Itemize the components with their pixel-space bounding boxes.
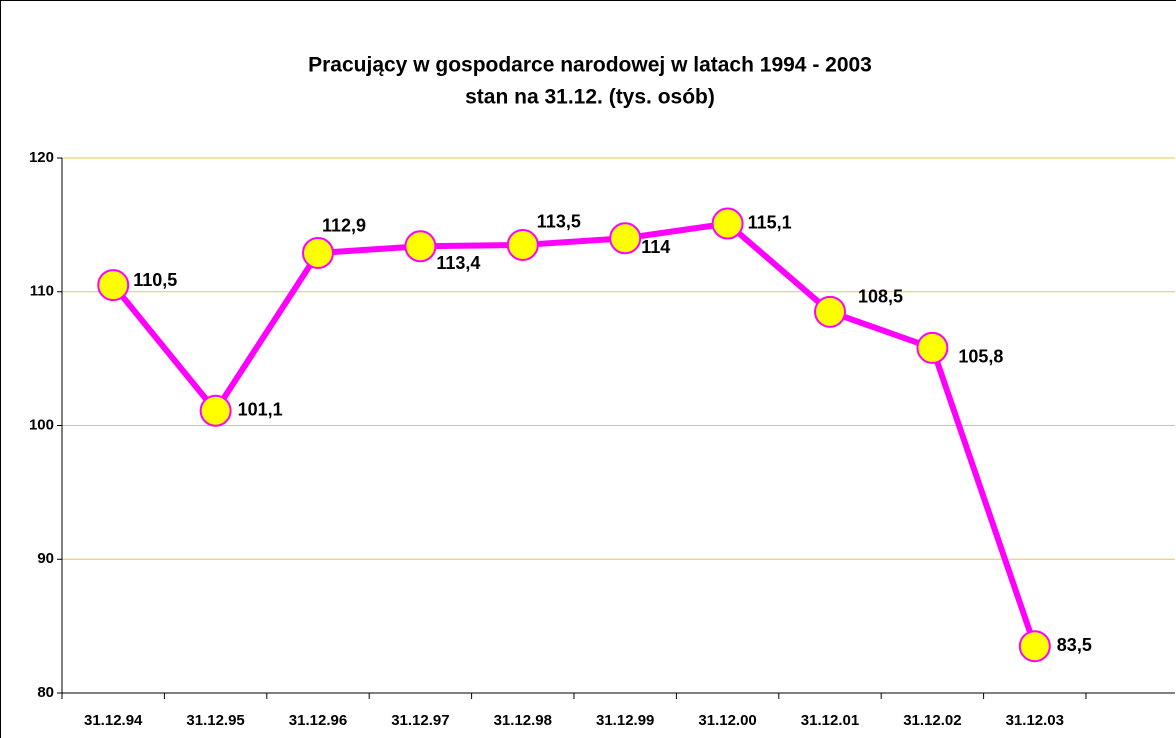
y-tick-label: 80 <box>37 684 54 701</box>
marker <box>97 269 130 302</box>
x-tick-label: 31.12.00 <box>698 712 756 729</box>
x-tick-label: 31.12.01 <box>801 712 859 729</box>
marker <box>711 207 744 240</box>
value-label: 113,4 <box>436 253 480 273</box>
marker <box>506 228 539 261</box>
x-tick-label: 31.12.99 <box>596 712 654 729</box>
x-tick-label: 31.12.98 <box>494 712 552 729</box>
x-tick-label: 31.12.95 <box>186 712 244 729</box>
value-label: 110,5 <box>133 270 177 290</box>
marker <box>916 331 949 364</box>
value-label: 101,1 <box>238 400 283 420</box>
marker <box>404 230 437 263</box>
value-label: 83,5 <box>1057 635 1092 655</box>
value-label: 105,8 <box>958 347 1003 367</box>
y-tick-label: 100 <box>29 416 54 433</box>
marker <box>199 394 232 427</box>
value-label: 113,5 <box>537 212 581 232</box>
marker <box>302 236 334 269</box>
y-tick-label: 110 <box>30 283 54 300</box>
chart-title: Pracujący w gospodarce narodowej w latac… <box>308 54 872 77</box>
value-label: 115,1 <box>748 212 792 232</box>
plot <box>57 157 1175 699</box>
x-tick-label: 31.12.97 <box>391 712 449 729</box>
value-label: 114 <box>641 237 670 257</box>
y-tick-label: 120 <box>29 149 54 166</box>
chart-subtitle: stan na 31.12. (tys. osób) <box>465 86 715 109</box>
marker <box>814 295 846 328</box>
x-tick-label: 31.12.96 <box>289 712 347 729</box>
x-tick-label: 31.12.03 <box>1006 712 1064 729</box>
marker <box>609 222 642 255</box>
x-tick-label: 31.12.02 <box>903 712 961 729</box>
marker <box>1018 630 1051 663</box>
line <box>110 220 1038 648</box>
x-tick-label: 31.12.94 <box>84 712 143 729</box>
y-tick-label: 90 <box>37 550 54 567</box>
value-label: 108,5 <box>858 287 903 307</box>
value-label: 112,9 <box>322 216 366 236</box>
